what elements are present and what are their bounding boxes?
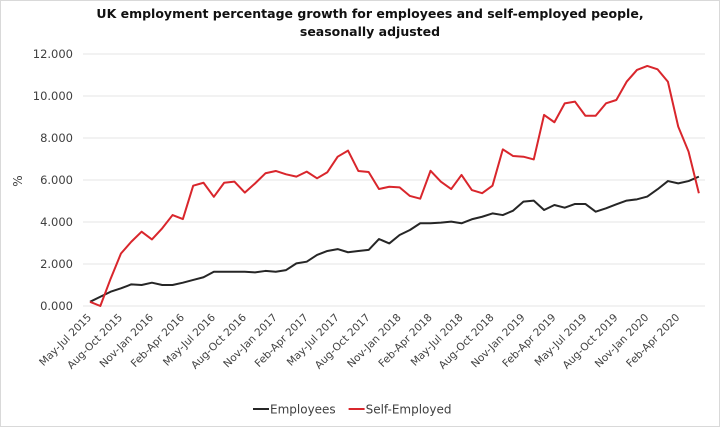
y-tick-label: 0.000 xyxy=(40,299,73,313)
chart-title: UK employment percentage growth for empl… xyxy=(60,5,680,41)
x-tick-label: Aug-Oct 2015 xyxy=(65,312,125,372)
y-tick-label: 4.000 xyxy=(40,215,73,229)
legend-label: Self-Employed xyxy=(366,403,452,417)
legend-label: Employees xyxy=(270,403,336,417)
chart-title-line2: seasonally adjusted xyxy=(299,24,441,39)
x-tick-label: Aug-Oct 2018 xyxy=(437,312,497,372)
x-tick-label: May-Jul 2015 xyxy=(37,312,94,369)
y-tick-label: 6.000 xyxy=(40,173,73,187)
x-tick-label: Nov-Jan 2017 xyxy=(221,312,280,371)
x-tick-label: Nov-Jan 2016 xyxy=(97,311,156,370)
y-tick-label: 2.000 xyxy=(40,257,73,271)
y-tick-label: 8.000 xyxy=(40,131,73,145)
x-tick-label: Aug-Oct 2017 xyxy=(313,312,373,372)
y-axis-label: % xyxy=(11,175,25,186)
y-tick-label: 10.000 xyxy=(33,89,73,103)
x-tick-label: Aug-Oct 2019 xyxy=(560,312,620,372)
x-tick-label: Feb-Apr 2016 xyxy=(129,311,187,369)
x-tick-label: Nov-Jan 2018 xyxy=(345,312,404,371)
employees-line xyxy=(89,175,700,303)
self-employed-line xyxy=(89,64,700,307)
x-tick-label: Aug-Oct 2016 xyxy=(189,311,249,371)
chart-title-line1: UK employment percentage growth for empl… xyxy=(96,6,644,21)
y-tick-label: 12.000 xyxy=(33,47,73,61)
x-tick-label: Nov-Jan 2019 xyxy=(469,312,528,371)
legend: Employees Self-Employed xyxy=(253,403,452,417)
x-tick-label: Nov-Jan 2020 xyxy=(593,312,652,371)
